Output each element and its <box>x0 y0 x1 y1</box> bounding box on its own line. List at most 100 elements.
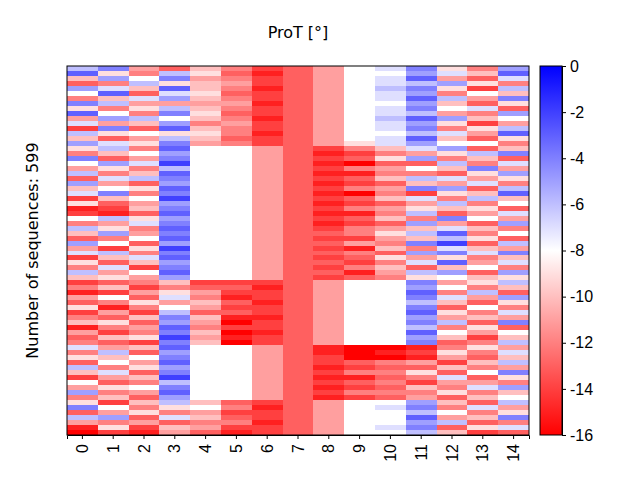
cell <box>67 221 98 226</box>
cell <box>67 260 98 265</box>
cell <box>498 106 529 111</box>
cell <box>313 290 344 295</box>
cell <box>437 380 468 385</box>
cell <box>98 360 129 365</box>
cell <box>437 315 468 320</box>
cell <box>437 176 468 181</box>
cell <box>252 260 283 265</box>
cell <box>437 151 468 156</box>
cell <box>190 420 221 425</box>
cell <box>159 345 190 350</box>
cell <box>313 211 344 216</box>
color-bar-tick: -2 <box>562 104 584 121</box>
cell <box>98 365 129 370</box>
cell <box>406 246 437 251</box>
cell <box>437 390 468 395</box>
cell <box>344 231 375 236</box>
cell <box>190 181 221 186</box>
cell <box>498 76 529 81</box>
cell <box>221 236 252 241</box>
cell <box>190 201 221 206</box>
cell <box>190 96 221 101</box>
cell <box>313 320 344 325</box>
cell <box>498 305 529 310</box>
cell <box>252 226 283 231</box>
cell <box>221 106 252 111</box>
cell <box>344 305 375 310</box>
cell <box>313 415 344 420</box>
cell <box>375 335 406 340</box>
x-tick: 1 <box>105 435 122 453</box>
cell <box>98 191 129 196</box>
cell <box>344 166 375 171</box>
cell <box>283 191 314 196</box>
cell <box>129 295 160 300</box>
cell <box>375 395 406 400</box>
cell <box>437 385 468 390</box>
x-tick: 14 <box>505 435 522 462</box>
cell <box>221 430 252 435</box>
cell <box>344 171 375 176</box>
cell <box>313 265 344 270</box>
cell <box>467 390 498 395</box>
cell <box>129 290 160 295</box>
cell <box>467 380 498 385</box>
cell <box>375 390 406 395</box>
cell <box>406 106 437 111</box>
cell <box>252 246 283 251</box>
cell <box>283 370 314 375</box>
cell <box>98 405 129 410</box>
cell <box>406 345 437 350</box>
cell <box>129 285 160 290</box>
cell <box>375 385 406 390</box>
color-bar-tick-mark <box>562 297 566 298</box>
cell <box>375 71 406 76</box>
cell <box>221 161 252 166</box>
cell <box>283 265 314 270</box>
cell <box>159 101 190 106</box>
cell <box>406 126 437 131</box>
x-tick-label: 11 <box>413 444 430 461</box>
cell <box>98 101 129 106</box>
cell <box>406 350 437 355</box>
cell <box>129 405 160 410</box>
chart: 012345678910111213140-2-4-6-8-10-12-14-1… <box>0 0 640 480</box>
cell <box>498 126 529 131</box>
cell <box>190 265 221 270</box>
cell <box>67 290 98 295</box>
cell <box>313 141 344 146</box>
cell <box>375 211 406 216</box>
cell <box>437 325 468 330</box>
cell <box>221 330 252 335</box>
color-bar <box>540 66 562 435</box>
cell <box>252 320 283 325</box>
cell <box>437 430 468 435</box>
cell <box>313 410 344 415</box>
cell <box>159 305 190 310</box>
cell <box>467 146 498 151</box>
cell <box>190 81 221 86</box>
color-bar-tick-label: -4 <box>570 150 584 167</box>
cell <box>67 186 98 191</box>
cell <box>344 390 375 395</box>
cell <box>190 430 221 435</box>
cell <box>129 365 160 370</box>
cell <box>252 91 283 96</box>
cell <box>375 300 406 305</box>
cell <box>498 141 529 146</box>
x-tick-label: 8 <box>320 444 337 453</box>
cell <box>437 251 468 256</box>
cell <box>467 81 498 86</box>
cell <box>437 181 468 186</box>
cell <box>67 206 98 211</box>
color-bar-tick-mark <box>562 389 566 390</box>
cell <box>437 91 468 96</box>
cell <box>375 380 406 385</box>
cell <box>498 425 529 430</box>
cell <box>159 81 190 86</box>
cell <box>129 410 160 415</box>
cell <box>67 71 98 76</box>
cell <box>252 211 283 216</box>
cell <box>190 290 221 295</box>
cell <box>437 226 468 231</box>
